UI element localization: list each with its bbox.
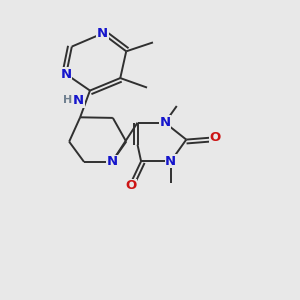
Text: O: O bbox=[125, 179, 136, 192]
Text: N: N bbox=[73, 94, 84, 107]
Text: N: N bbox=[61, 68, 72, 81]
Text: N: N bbox=[97, 27, 108, 40]
Text: H: H bbox=[63, 95, 72, 105]
Text: N: N bbox=[165, 155, 176, 168]
Text: O: O bbox=[210, 131, 221, 144]
Text: N: N bbox=[106, 155, 118, 168]
Text: N: N bbox=[159, 116, 170, 129]
